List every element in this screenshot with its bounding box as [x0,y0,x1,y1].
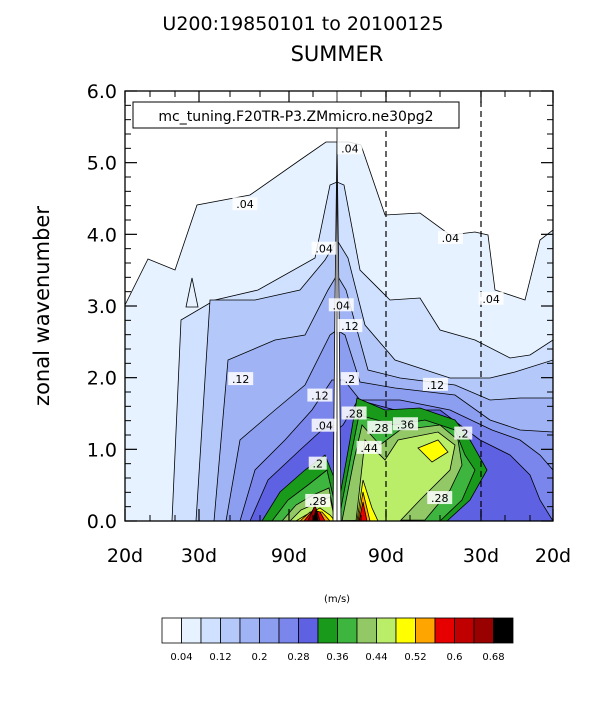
contour-label: .12 [232,373,250,386]
contour-label-bg [307,388,333,402]
contour-label-bg [392,417,418,431]
colorbar-tick-label: 0.44 [365,652,387,663]
colorbar-swatch [356,617,377,644]
colorbar: 0.04 0.12 0.2 0.28 0.36 0.44 0.52 0.6 0.68 [161,617,514,663]
contour-island [185,277,199,308]
y-tick-label: 2.0 [87,368,117,390]
colorbar-swatch [200,617,221,644]
y-tick-label: 3.0 [87,296,117,318]
contour-label: .04 [315,420,333,433]
x-tick-label: 90d [271,545,307,567]
contour-label-bg [437,230,463,244]
colorbar-swatch [415,617,436,644]
contour-label-bg [337,141,363,155]
colorbar-swatch [473,617,494,644]
contour-label: .2 [312,458,323,471]
contour-label-bg [232,197,258,211]
contour-label: .28 [345,408,363,421]
contour-label: .12 [427,379,445,392]
colorbar-swatch [181,617,202,644]
colorbar-swatch [317,617,338,644]
contour-label-bg [308,456,327,470]
y-tick-label: 4.0 [87,224,117,246]
contour-label: .04 [341,142,359,155]
contour-label-bg [337,319,363,333]
colorbar-tick-label: 0.28 [287,652,309,663]
colorbar-tick-label: 0.04 [170,652,192,663]
y-tick-label: 1.0 [87,439,117,461]
contour-plot: .04 .04 .04 .04 .04 .04 .12 .12 .12 .12 .04 .2 .2 .2.… [125,91,553,521]
colorbar-swatch [161,617,182,644]
colorbar-swatch [395,617,416,644]
contour-fill-068 [312,509,319,521]
contour-label: .04 [236,198,254,211]
contour-label-bg [427,491,453,505]
colorbar-tick-label: 0.2 [252,652,268,663]
contour-label-bg [341,406,367,420]
contour-label: .12 [311,390,329,403]
colorbar-swatch [337,617,358,644]
colorbar-swatch [454,617,475,644]
contour-label: .2 [458,428,469,441]
contour-label-bg [311,418,337,432]
contour-label: .04 [333,299,351,312]
y-axis-title: zonal wavenumber [30,206,54,406]
colorbar-swatch [259,617,280,644]
y-tick-label: 6.0 [87,81,117,103]
chart-subtitle: SUMMER [291,42,384,66]
contour-label: .04 [442,232,460,245]
case-label: mc_tuning.F20TR-P3.ZMmicro.ne30pg2 [158,109,433,125]
colorbar-swatch [493,617,514,644]
contour-label-bg [422,377,448,391]
chart-title: U200:19850101 to 20100125 [162,13,443,35]
contour-label-bg [356,440,382,454]
colorbar-tick-label: 0.52 [404,652,426,663]
contour-label: .2 [345,373,356,386]
colorbar-swatch [278,617,299,644]
x-tick-label: 20d [107,545,143,567]
contour-label: .04 [315,243,333,256]
colorbar-swatch [298,617,319,644]
contour-labels: .04 .04 .04 .04 .04 .04 .12 .12 .12 .12 .04 .2 .2 .2.… [228,141,504,508]
contour-label-bg [228,372,254,386]
contour-label: .28 [309,495,327,508]
contour-label: .44 [360,442,378,455]
axes: 0.0 1.0 2.0 3.0 4.0 5.0 6.0 20d 30d 90d 90d 30d 20d [87,81,571,567]
colorbar-swatch [376,617,397,644]
x-tick-label: 20d [535,545,571,567]
contour-label: .28 [371,422,389,435]
contour-label: .12 [341,320,359,333]
colorbar-swatch [220,617,241,644]
contour-label-bg [328,298,354,312]
colorbar-swatch [239,617,260,644]
colorbar-tick-label: 0.12 [209,652,231,663]
y-tick-label: 0.0 [87,511,117,533]
contour-label-bg [367,420,393,434]
colorbar-tick-label: 0.68 [482,652,504,663]
case-label-box [132,101,460,129]
contour-label: .28 [431,492,449,505]
y-tick-label: 5.0 [87,153,117,175]
contour-label-bg [478,291,504,305]
x-tick-label: 30d [463,545,499,567]
contour-label-bg [311,241,337,255]
colorbar-tick-label: 0.36 [326,652,348,663]
contour-label: .36 [397,418,415,431]
contour-fill-060 [303,501,368,521]
x-tick-label: 90d [368,545,404,567]
colorbar-units: (m/s) [324,594,350,605]
contour-label: .04 [482,293,500,306]
colorbar-tick-label: 0.6 [447,652,463,663]
colorbar-swatch [434,617,455,644]
contour-label-bg [454,426,473,440]
x-tick-label: 30d [181,545,217,567]
contour-label-bg [340,372,359,386]
contour-label-bg [305,493,331,507]
